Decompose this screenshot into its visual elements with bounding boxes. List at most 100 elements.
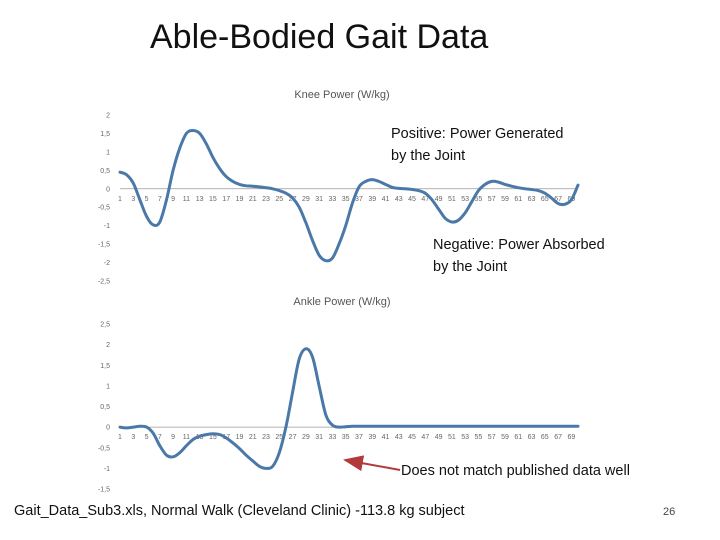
knee-x-tick-label: 23 [262, 196, 270, 203]
knee-x-tick-label: 17 [222, 196, 230, 203]
ankle-x-tick-label: 55 [475, 434, 483, 441]
ankle-x-tick-label: 47 [421, 434, 429, 441]
knee-y-tick-label: -2,5 [98, 279, 110, 286]
negative-annotation-line-1: Negative: Power Absorbed [433, 237, 605, 253]
ankle-x-tick-label: 63 [528, 434, 536, 441]
ankle-x-tick-label: 53 [461, 434, 469, 441]
knee-x-tick-label: 1 [118, 196, 122, 203]
knee-x-tick-label: 55 [475, 196, 483, 203]
ankle-x-tick-label: 23 [262, 434, 270, 441]
knee-x-tick-label: 3 [131, 196, 135, 203]
knee-y-tick-label: -2 [104, 260, 110, 267]
knee-x-tick-label: 47 [421, 196, 429, 203]
knee-x-tick-label: 13 [196, 196, 204, 203]
ankle-x-tick-label: 21 [249, 434, 257, 441]
ankle-y-tick-label: -1 [104, 466, 110, 473]
knee-x-tick-label: 11 [183, 196, 190, 203]
knee-x-tick-label: 7 [158, 196, 162, 203]
ankle-x-tick-label: 69 [567, 434, 575, 441]
knee-y-tick-label: 0 [106, 186, 110, 193]
ankle-chart-title: Ankle Power (W/kg) [293, 296, 390, 308]
knee-x-tick-label: 51 [448, 196, 456, 203]
mismatch-arrow [343, 455, 401, 472]
ankle-x-tick-label: 7 [158, 434, 162, 441]
knee-y-tick-label: -0,5 [98, 205, 110, 212]
positive-annotation: Positive: Power Generated by the Joint [391, 123, 563, 167]
ankle-x-tick-label: 43 [395, 434, 403, 441]
knee-x-tick-label: 45 [408, 196, 416, 203]
ankle-x-tick-label: 9 [171, 434, 175, 441]
ankle-x-tick-label: 39 [368, 434, 376, 441]
ankle-x-tick-label: 27 [289, 434, 297, 441]
ankle-x-tick-label: 37 [355, 434, 363, 441]
negative-annotation-line-2: by the Joint [433, 259, 508, 275]
ankle-x-tick-label: 5 [145, 434, 149, 441]
knee-x-tick-label: 59 [501, 196, 509, 203]
knee-x-tick-label: 33 [329, 196, 337, 203]
knee-x-tick-label: 9 [171, 196, 175, 203]
ankle-y-tick-label: 2,5 [100, 322, 110, 329]
slide-title: Able-Bodied Gait Data [150, 18, 489, 56]
knee-x-tick-label: 29 [302, 196, 310, 203]
ankle-x-tick-label: 65 [541, 434, 549, 441]
knee-x-tick-label: 37 [355, 196, 363, 203]
ankle-x-tick-label: 41 [382, 434, 390, 441]
ankle-x-tick-label: 25 [275, 434, 283, 441]
ankle-y-tick-label: 0,5 [100, 404, 110, 411]
ankle-x-tick-label: 19 [236, 434, 244, 441]
knee-x-tick-label: 57 [488, 196, 496, 203]
ankle-y-tick-label: 1 [106, 383, 110, 390]
knee-x-tick-label: 21 [249, 196, 257, 203]
ankle-power-line [118, 347, 580, 470]
knee-y-tick-label: -1,5 [98, 242, 110, 249]
ankle-x-tick-label: 67 [554, 434, 562, 441]
knee-x-tick-label: 5 [145, 196, 149, 203]
ankle-x-tick-label: 3 [131, 434, 135, 441]
knee-y-tick-label: 1,5 [100, 131, 110, 138]
knee-x-tick-label: 25 [275, 196, 283, 203]
ankle-x-tick-label: 59 [501, 434, 509, 441]
knee-y-tick-label: 1 [106, 149, 110, 156]
ankle-x-tick-label: 29 [302, 434, 310, 441]
knee-x-tick-label: 39 [368, 196, 376, 203]
knee-x-tick-label: 63 [528, 196, 536, 203]
knee-x-tick-label: 41 [382, 196, 390, 203]
ankle-x-tick-label: 11 [183, 434, 190, 441]
ankle-y-tick-label: 0 [106, 425, 110, 432]
ankle-y-tick-label: 2 [106, 342, 110, 349]
negative-annotation: Negative: Power Absorbed by the Joint [433, 234, 605, 278]
footer-source: Gait_Data_Sub3.xls, Normal Walk (Clevela… [14, 503, 465, 519]
page-number: 26 [663, 506, 676, 518]
ankle-x-tick-label: 51 [448, 434, 456, 441]
ankle-x-tick-label: 31 [315, 434, 323, 441]
ankle-x-tick-label: 35 [342, 434, 350, 441]
ankle-x-tick-label: 33 [329, 434, 337, 441]
positive-annotation-line-2: by the Joint [391, 148, 466, 164]
knee-x-tick-label: 43 [395, 196, 403, 203]
knee-x-tick-label: 67 [554, 196, 562, 203]
knee-x-tick-label: 49 [435, 196, 443, 203]
positive-annotation-line-1: Positive: Power Generated [391, 126, 564, 142]
knee-x-tick-label: 61 [514, 196, 522, 203]
mismatch-annotation: Does not match published data well [401, 463, 630, 479]
ankle-x-tick-label: 61 [514, 434, 522, 441]
ankle-x-tick-label: 45 [408, 434, 416, 441]
knee-x-tick-label: 53 [461, 196, 469, 203]
knee-x-tick-label: 35 [342, 196, 350, 203]
knee-y-tick-label: -1 [104, 223, 110, 230]
knee-y-tick-label: 2 [106, 113, 110, 120]
ankle-x-tick-label: 49 [435, 434, 443, 441]
knee-power-line [118, 129, 580, 263]
knee-chart-title: Knee Power (W/kg) [294, 89, 389, 101]
knee-x-tick-label: 31 [315, 196, 323, 203]
ankle-x-tick-label: 1 [118, 434, 122, 441]
ankle-y-tick-label: -1,5 [98, 487, 110, 494]
knee-y-tick-label: 0,5 [100, 168, 110, 175]
knee-x-tick-label: 19 [236, 196, 244, 203]
knee-x-tick-label: 15 [209, 196, 217, 203]
ankle-y-tick-label: -0,5 [98, 445, 110, 452]
knee-x-tick-label: 65 [541, 196, 549, 203]
ankle-x-tick-label: 15 [209, 434, 217, 441]
ankle-x-tick-label: 57 [488, 434, 496, 441]
